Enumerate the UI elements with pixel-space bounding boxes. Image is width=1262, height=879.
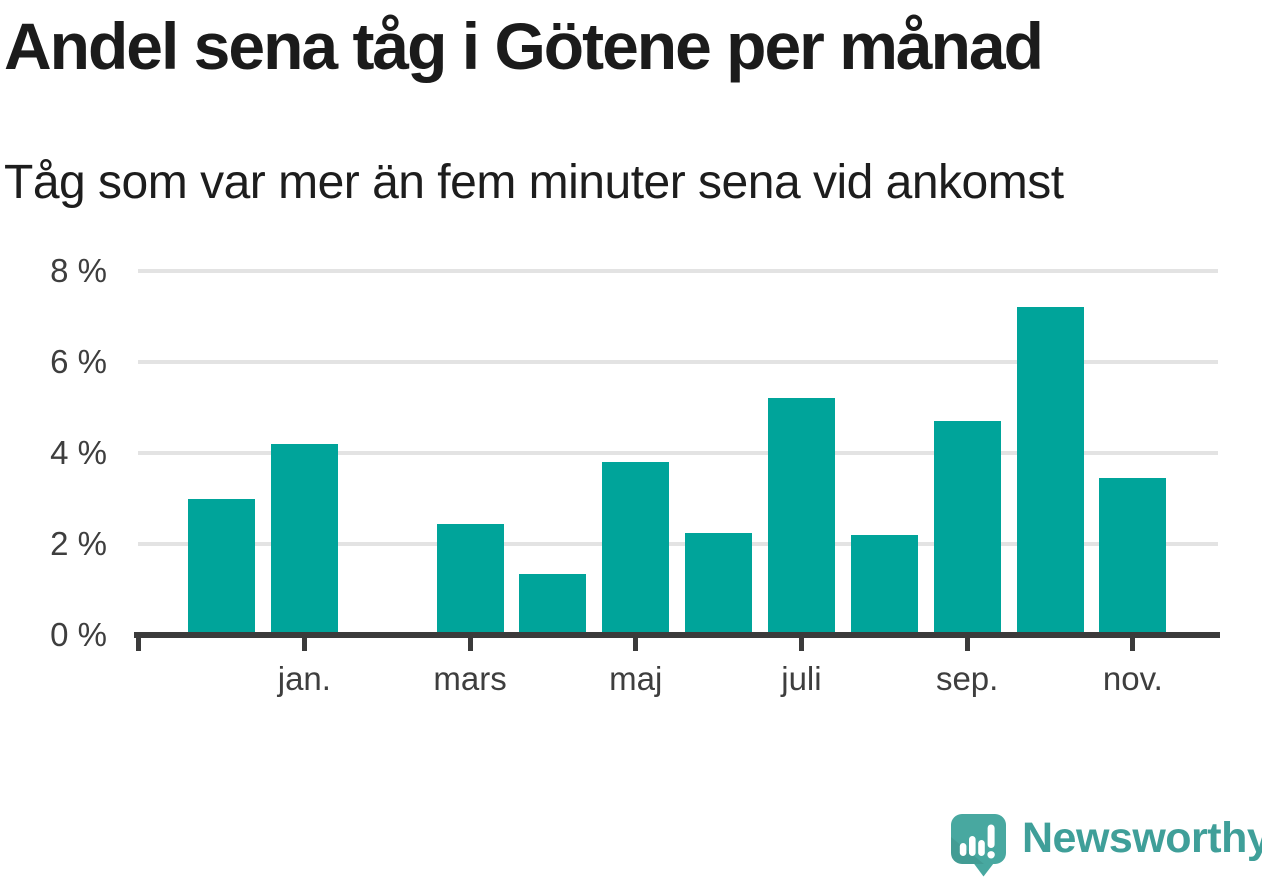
- chart-title: Andel sena tåg i Götene per månad: [4, 9, 1044, 83]
- x-axis-tick-jan: [301, 636, 307, 651]
- logo-exclamation-dot: [987, 851, 995, 859]
- chart-bar-jan: [270, 443, 338, 636]
- y-axis-label: 4 %: [50, 434, 107, 471]
- chart-bar-mars: [436, 523, 504, 636]
- chart-bar-dec: [188, 498, 255, 636]
- brand-wordmark: Newsworthy: [1022, 813, 1262, 862]
- chart-subtitle: Tåg som var mer än fem minuter sena vid …: [4, 156, 1064, 209]
- logo-bar-3: [978, 840, 985, 856]
- y-axis-label: 2 %: [50, 525, 107, 562]
- x-axis-label: mars: [433, 660, 507, 697]
- chart-bar-juli: [767, 398, 835, 636]
- gridline-4pct: [138, 451, 1218, 455]
- gridline-2pct: [138, 542, 1218, 546]
- x-axis-tick-maj: [633, 636, 639, 651]
- chart-bar-sep: [933, 421, 1001, 636]
- bubble-shade: [951, 837, 984, 864]
- x-axis-label: maj: [609, 660, 663, 697]
- x-axis-tick-mars: [467, 636, 473, 651]
- logo-bar-2: [969, 836, 976, 856]
- newsworthy-brand: Newsworthy: [946, 811, 1262, 877]
- x-axis-label: juli: [781, 660, 822, 697]
- logo-exclamation-stem: [987, 824, 995, 848]
- x-axis-tick-juli: [798, 636, 804, 651]
- y-axis-label: 0 %: [50, 616, 107, 653]
- chart-bar-apr: [519, 573, 587, 636]
- gridline-8pct: [138, 269, 1218, 273]
- y-axis-label: 6 %: [50, 343, 107, 380]
- chart-bar-maj: [602, 462, 670, 636]
- x-axis-label: nov.: [1102, 660, 1163, 697]
- x-axis-line: [134, 632, 1220, 638]
- x-axis-tick-sep: [964, 636, 970, 651]
- y-axis-label: 8 %: [50, 252, 107, 289]
- chart-bar-juni: [685, 532, 753, 636]
- x-axis-label: jan.: [277, 660, 331, 697]
- x-axis-origin-tick: [135, 636, 141, 651]
- x-axis-label: sep.: [935, 660, 999, 697]
- chart-bar-nov: [1099, 478, 1167, 636]
- gridline-6pct: [138, 360, 1218, 364]
- x-axis-tick-nov: [1130, 636, 1136, 651]
- chart-bar-aug: [850, 534, 918, 636]
- newsworthy-logo-icon: [951, 814, 1006, 877]
- chart-bar-okt: [1016, 307, 1084, 636]
- logo-bar-1: [959, 843, 967, 856]
